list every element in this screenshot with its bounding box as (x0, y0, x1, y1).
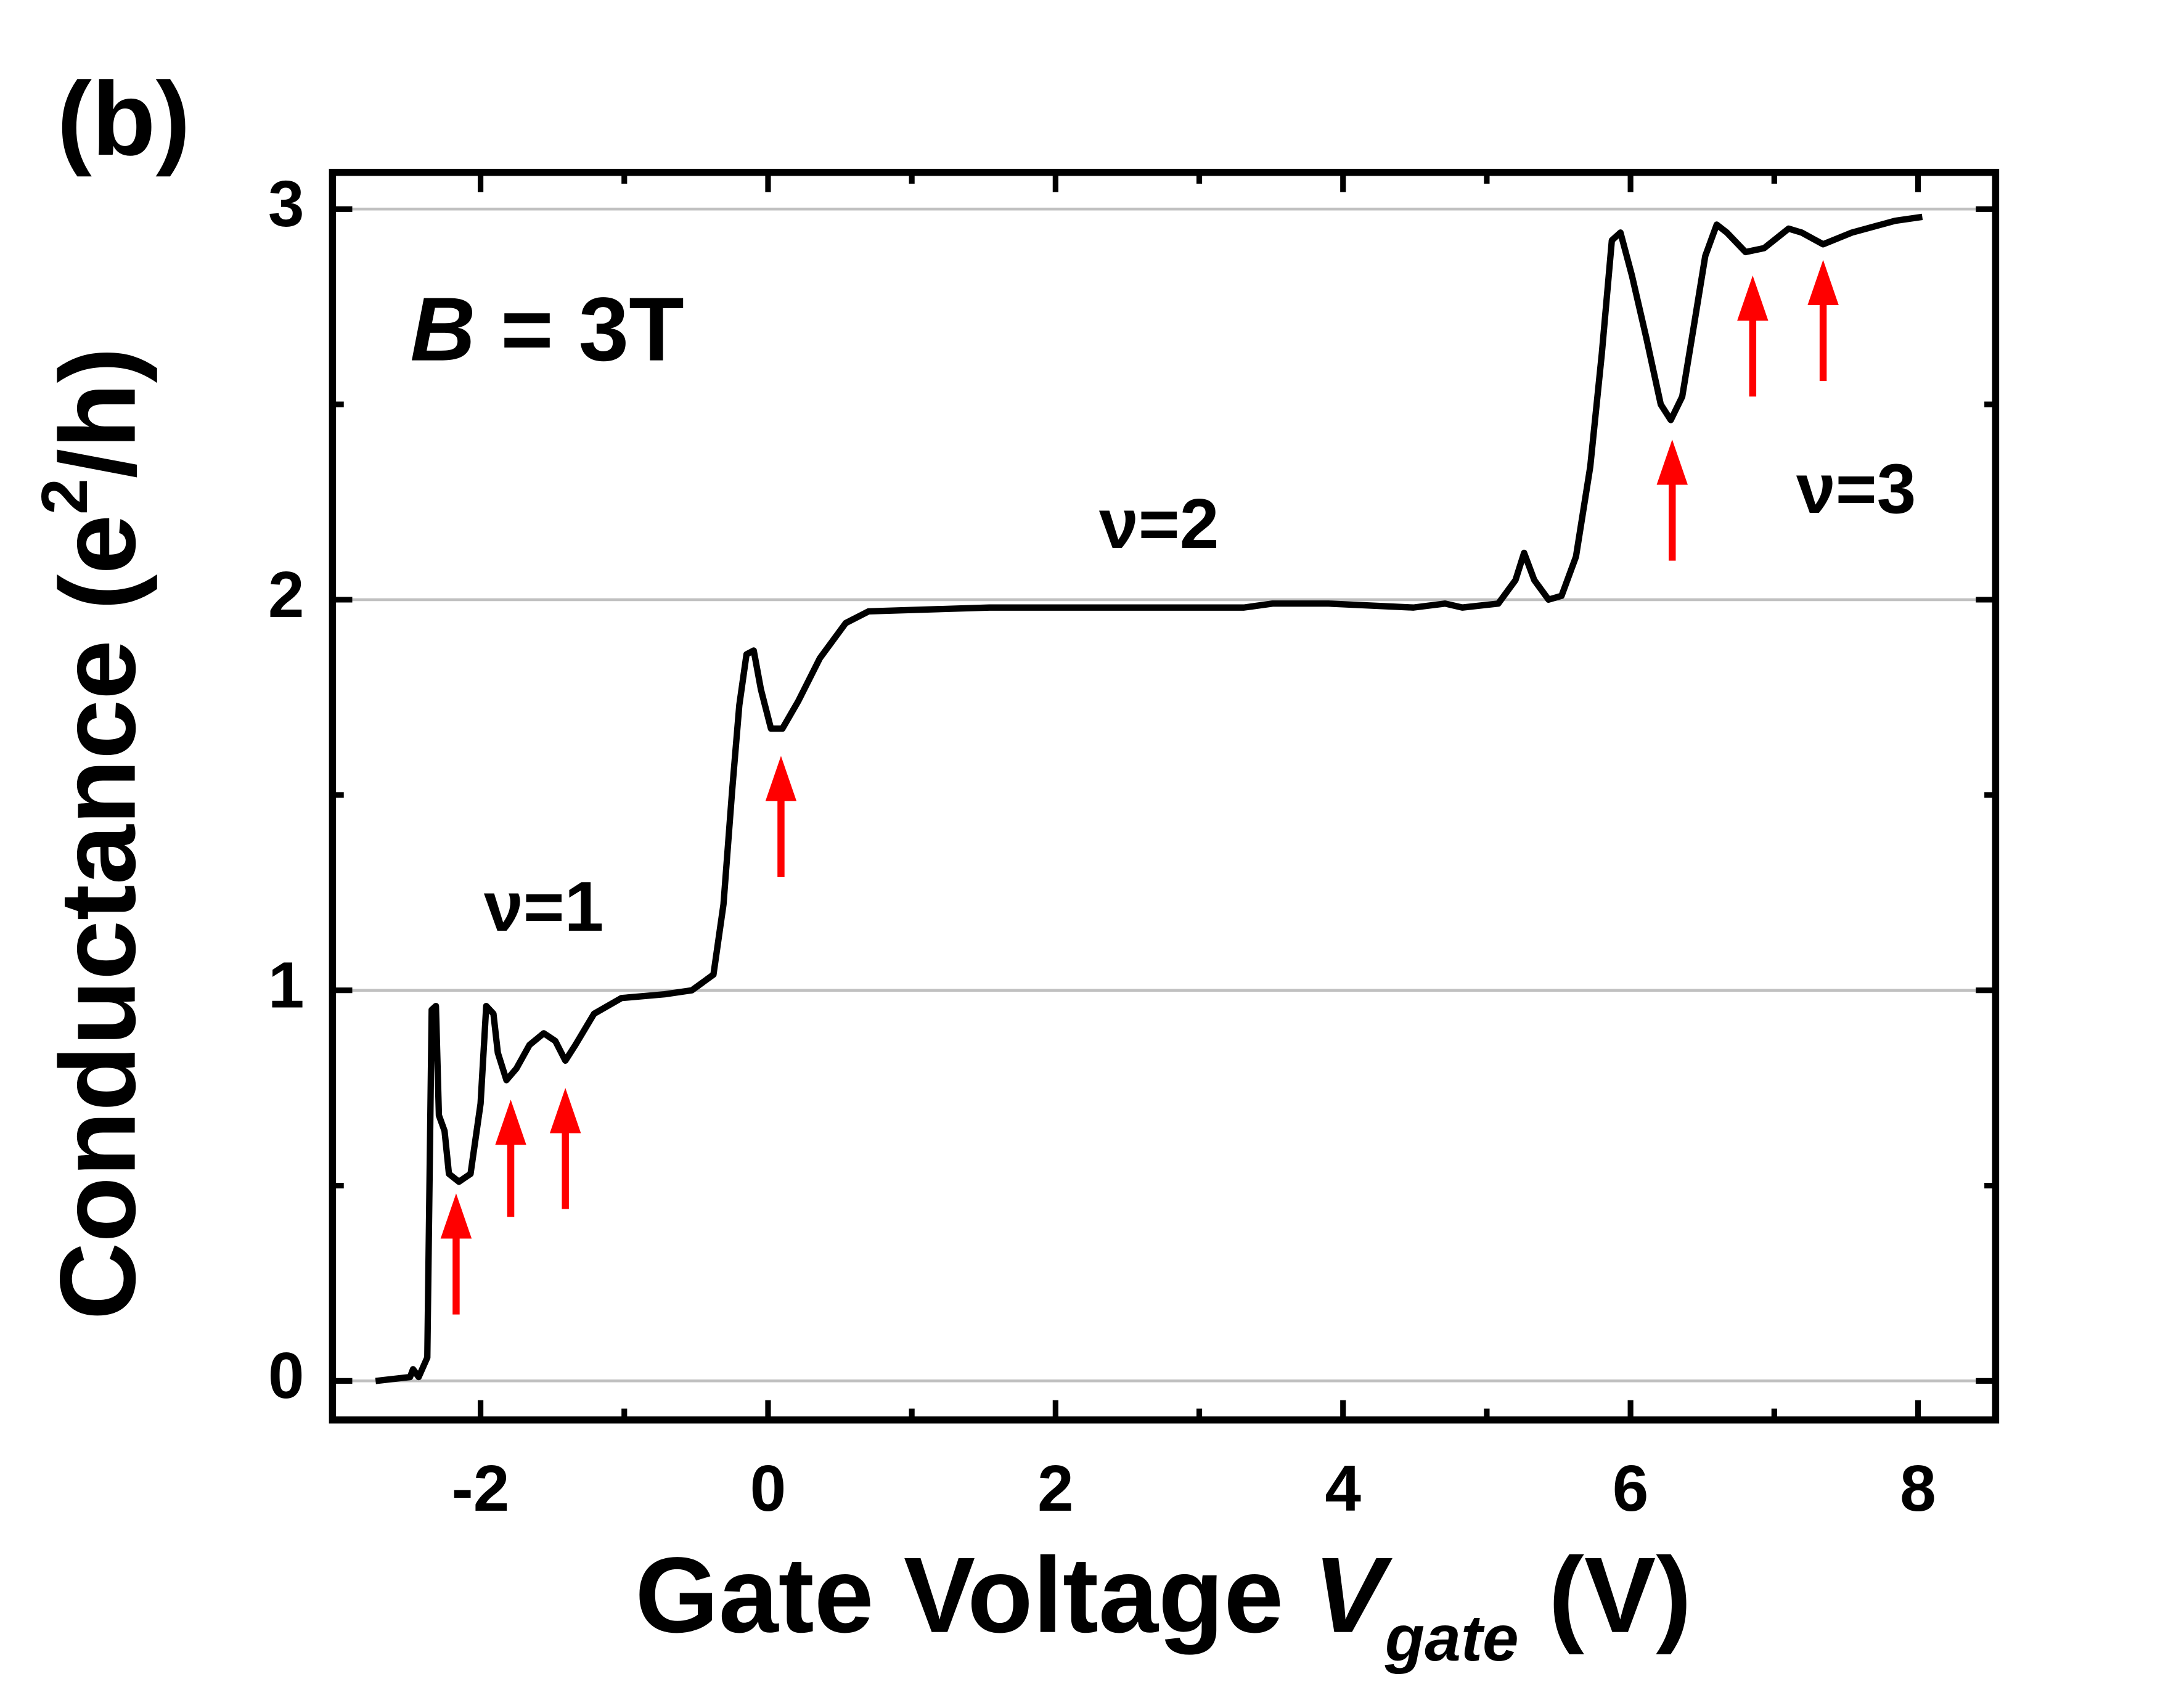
arrow-head (1807, 259, 1839, 305)
arrow-head (765, 756, 797, 801)
y-axis-label: Conductance (e2/h) (29, 347, 158, 1320)
x-tick-label: 4 (1325, 1453, 1361, 1525)
y-tick-label: 2 (268, 559, 305, 631)
y-tick-label: 3 (268, 168, 305, 240)
x-tick-label: -2 (452, 1453, 510, 1525)
y-label-superscript: 2 (29, 478, 101, 515)
plot-frame (329, 168, 2000, 1424)
panel-label: (b) (57, 60, 190, 177)
inset-variable: B (410, 279, 475, 380)
inset-rest: = 3T (475, 279, 684, 380)
x-label-variable: V (1314, 1535, 1393, 1655)
y-label-unit: /h) (38, 347, 158, 478)
arrow (440, 1193, 472, 1315)
annotation: ν=2 (1099, 484, 1219, 563)
x-tick-label: 2 (1037, 1453, 1074, 1525)
annotation: ν=3 (1796, 449, 1916, 528)
arrow-head (1656, 439, 1688, 485)
annotation: ν=1 (484, 867, 603, 946)
arrow-head (440, 1193, 472, 1239)
arrow (495, 1100, 526, 1217)
x-axis-label: Gate Voltage Vgate (V) (635, 1535, 1691, 1675)
x-label-subscript: gate (1384, 1603, 1519, 1675)
arrow-head (1737, 275, 1769, 321)
arrow (1656, 439, 1688, 561)
y-label-text: Conductance (e (38, 515, 158, 1320)
y-tick-label: 1 (268, 950, 305, 1022)
x-tick-label: 6 (1613, 1453, 1649, 1525)
x-label-text: Gate Voltage (635, 1535, 1313, 1655)
arrow (1807, 259, 1839, 382)
arrow (549, 1088, 581, 1209)
x-tick-label: 8 (1900, 1453, 1936, 1525)
arrow (1737, 275, 1769, 397)
x-label-unit: (V) (1519, 1535, 1692, 1655)
inset-label: B = 3T (410, 279, 684, 380)
arrow (765, 756, 797, 877)
arrow-head (549, 1088, 581, 1134)
data-line (375, 213, 1923, 1384)
x-tick-label: 0 (750, 1453, 787, 1525)
y-tick-label: 0 (268, 1340, 305, 1412)
arrow-head (495, 1100, 526, 1145)
